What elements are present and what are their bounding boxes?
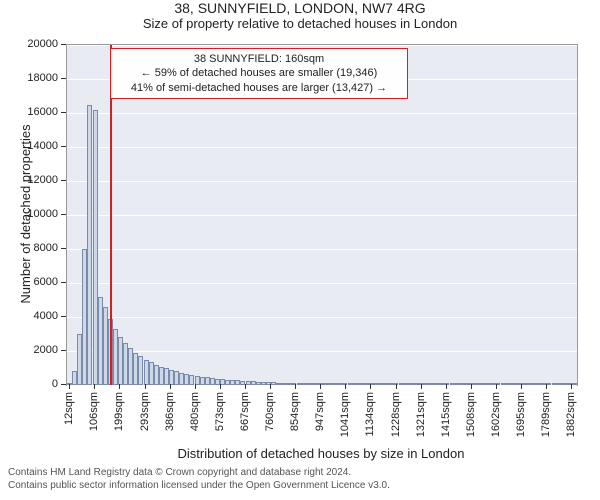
x-tick-label: 386sqm [164,392,176,431]
y-tick-mark [61,316,66,317]
x-tick-mark [145,384,146,389]
x-tick-mark [496,384,497,389]
x-tick-label: 1415sqm [440,392,452,437]
annotation-line1: 38 SUNNYFIELD: 160sqm [117,52,401,66]
copyright-footer: Contains HM Land Registry data © Crown c… [8,466,390,492]
x-tick-label: 947sqm [314,392,326,431]
x-tick-mark [571,384,572,389]
y-tick-mark [61,350,66,351]
gridline [67,249,577,250]
x-tick-label: 1041sqm [339,392,351,437]
footer-line1: Contains HM Land Registry data © Crown c… [8,466,390,479]
x-tick-label: 1321sqm [415,392,427,437]
gridline [67,181,577,182]
chart-subtitle: Size of property relative to detached ho… [0,16,600,31]
x-tick-mark [396,384,397,389]
x-tick-mark [170,384,171,389]
y-tick-label: 2000 [0,344,58,356]
y-axis-label: Number of detached properties [18,114,33,314]
x-tick-label: 1508sqm [465,392,477,437]
gridline [67,283,577,284]
annotation-line3: 41% of semi-detached houses are larger (… [117,81,401,95]
x-axis-label: Distribution of detached houses by size … [66,446,576,461]
annotation-line2: ← 59% of detached houses are smaller (19… [117,66,401,80]
x-tick-label: 293sqm [139,392,151,431]
x-tick-mark [421,384,422,389]
gridline [67,351,577,352]
x-tick-mark [471,384,472,389]
x-tick-label: 480sqm [189,392,201,431]
x-tick-label: 1789sqm [540,392,552,437]
y-tick-mark [61,214,66,215]
x-tick-mark [546,384,547,389]
x-tick-label: 667sqm [239,392,251,431]
y-tick-label: 20000 [0,38,58,50]
x-tick-label: 573sqm [214,392,226,431]
x-tick-label: 1602sqm [490,392,502,437]
x-tick-label: 1228sqm [390,392,402,437]
x-tick-mark [245,384,246,389]
x-tick-mark [370,384,371,389]
gridline [67,113,577,114]
x-tick-mark [195,384,196,389]
y-tick-mark [61,282,66,283]
x-tick-label: 1134sqm [364,392,376,436]
gridline [67,317,577,318]
x-tick-mark [320,384,321,389]
x-tick-mark [446,384,447,389]
x-tick-label: 1695sqm [515,392,527,437]
footer-line2: Contains public sector information licen… [8,479,390,492]
y-tick-mark [61,112,66,113]
x-tick-mark [345,384,346,389]
x-tick-mark [270,384,271,389]
gridline [67,147,577,148]
x-tick-mark [521,384,522,389]
gridline [67,45,577,46]
y-tick-label: 18000 [0,72,58,84]
y-tick-mark [61,180,66,181]
gridline [67,215,577,216]
y-tick-mark [61,146,66,147]
y-tick-mark [61,44,66,45]
y-tick-mark [61,78,66,79]
x-tick-mark [69,384,70,389]
y-tick-mark [61,384,66,385]
x-tick-label: 854sqm [289,392,301,431]
annotation-box: 38 SUNNYFIELD: 160sqm ← 59% of detached … [110,48,408,99]
x-tick-mark [295,384,296,389]
y-tick-label: 0 [0,378,58,390]
x-tick-mark [94,384,95,389]
x-tick-label: 1882sqm [565,392,577,437]
x-tick-label: 760sqm [264,392,276,431]
x-tick-mark [220,384,221,389]
x-tick-mark [119,384,120,389]
x-tick-label: 12sqm [63,392,75,425]
y-tick-mark [61,248,66,249]
gridline [67,385,577,386]
x-tick-label: 199sqm [113,392,125,431]
histogram-bar [572,383,577,385]
x-tick-label: 106sqm [88,392,100,431]
chart-title: 38, SUNNYFIELD, LONDON, NW7 4RG [0,0,600,16]
